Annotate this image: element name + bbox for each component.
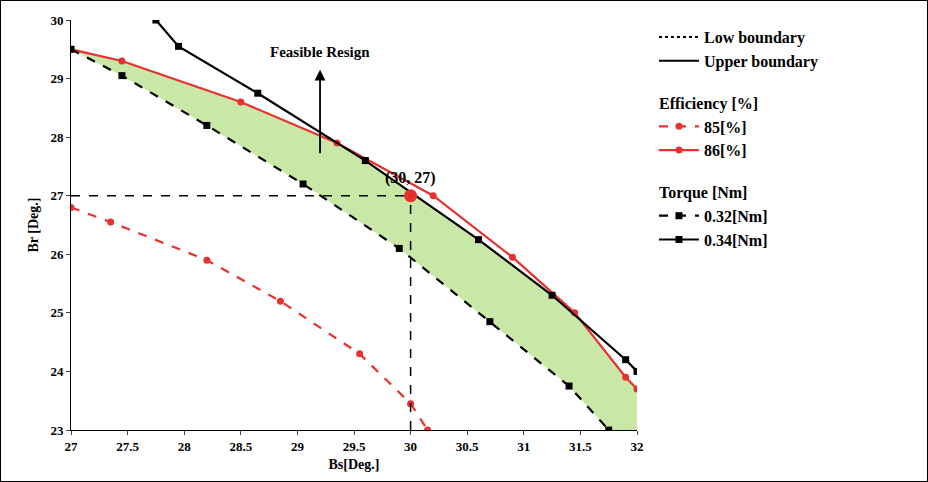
svg-text:27.5: 27.5 xyxy=(116,439,139,454)
svg-text:29.5: 29.5 xyxy=(343,439,366,454)
svg-text:28.5: 28.5 xyxy=(229,439,252,454)
svg-text:32: 32 xyxy=(631,439,644,454)
svg-text:28: 28 xyxy=(178,439,192,454)
svg-text:85[%]: 85[%] xyxy=(704,119,747,136)
svg-text:0.32[Nm]: 0.32[Nm] xyxy=(704,208,768,225)
svg-text:30.5: 30.5 xyxy=(456,439,479,454)
svg-text:Feasible Resign: Feasible Resign xyxy=(270,44,370,60)
svg-text:29: 29 xyxy=(50,71,64,86)
svg-text:31.5: 31.5 xyxy=(569,439,592,454)
svg-text:26: 26 xyxy=(50,247,64,262)
svg-text:27: 27 xyxy=(50,188,64,203)
svg-text:25: 25 xyxy=(50,305,64,320)
svg-text:23: 23 xyxy=(50,423,64,438)
svg-text:30: 30 xyxy=(404,439,417,454)
svg-text:Torque [Nm]: Torque [Nm] xyxy=(659,184,747,202)
svg-text:Bs[Deg.]: Bs[Deg.] xyxy=(329,457,380,472)
svg-text:27: 27 xyxy=(65,439,79,454)
svg-text:0.34[Nm]: 0.34[Nm] xyxy=(704,232,768,249)
svg-text:Low boundary: Low boundary xyxy=(704,29,805,47)
svg-text:Upper boundary: Upper boundary xyxy=(704,53,818,71)
svg-text:31: 31 xyxy=(517,439,530,454)
svg-text:28: 28 xyxy=(50,130,64,145)
svg-text:30: 30 xyxy=(50,13,63,28)
svg-text:(30, 27): (30, 27) xyxy=(385,169,436,187)
svg-text:Br [Deg.]: Br [Deg.] xyxy=(26,198,41,253)
svg-text:24: 24 xyxy=(50,364,64,379)
svg-text:Efficiency [%]: Efficiency [%] xyxy=(659,95,758,113)
svg-text:29: 29 xyxy=(291,439,305,454)
svg-text:86[%]: 86[%] xyxy=(704,142,747,159)
